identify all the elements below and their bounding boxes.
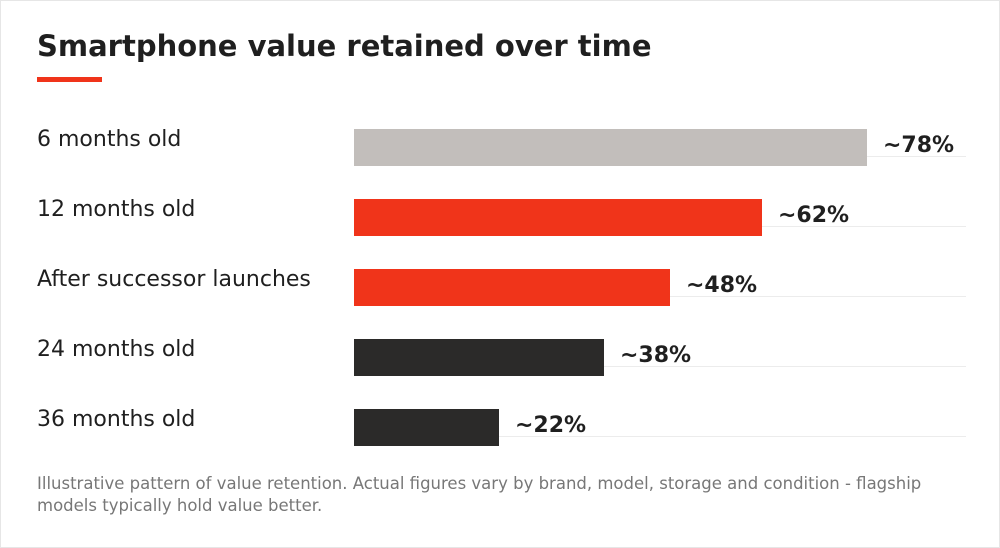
bar-value-label: ~38% [620, 343, 692, 368]
bar-value-label: ~62% [778, 203, 850, 228]
row-baseline [354, 436, 966, 437]
bar [354, 409, 499, 446]
chart-title: Smartphone value retained over time [37, 29, 652, 63]
bar [354, 129, 867, 166]
category-label: 36 months old [37, 407, 196, 432]
bar [354, 339, 604, 376]
category-label: 24 months old [37, 337, 196, 362]
title-accent-underline [37, 77, 102, 82]
row-baseline [354, 366, 966, 367]
category-label: 6 months old [37, 127, 182, 152]
bar [354, 199, 762, 236]
bar [354, 269, 670, 306]
category-label: After successor launches [37, 267, 311, 292]
chart-footnote: Illustrative pattern of value retention.… [37, 474, 922, 515]
category-label: 12 months old [37, 197, 196, 222]
bar-value-label: ~22% [515, 413, 587, 438]
bar-value-label: ~78% [883, 133, 955, 158]
bar-value-label: ~48% [686, 273, 758, 298]
